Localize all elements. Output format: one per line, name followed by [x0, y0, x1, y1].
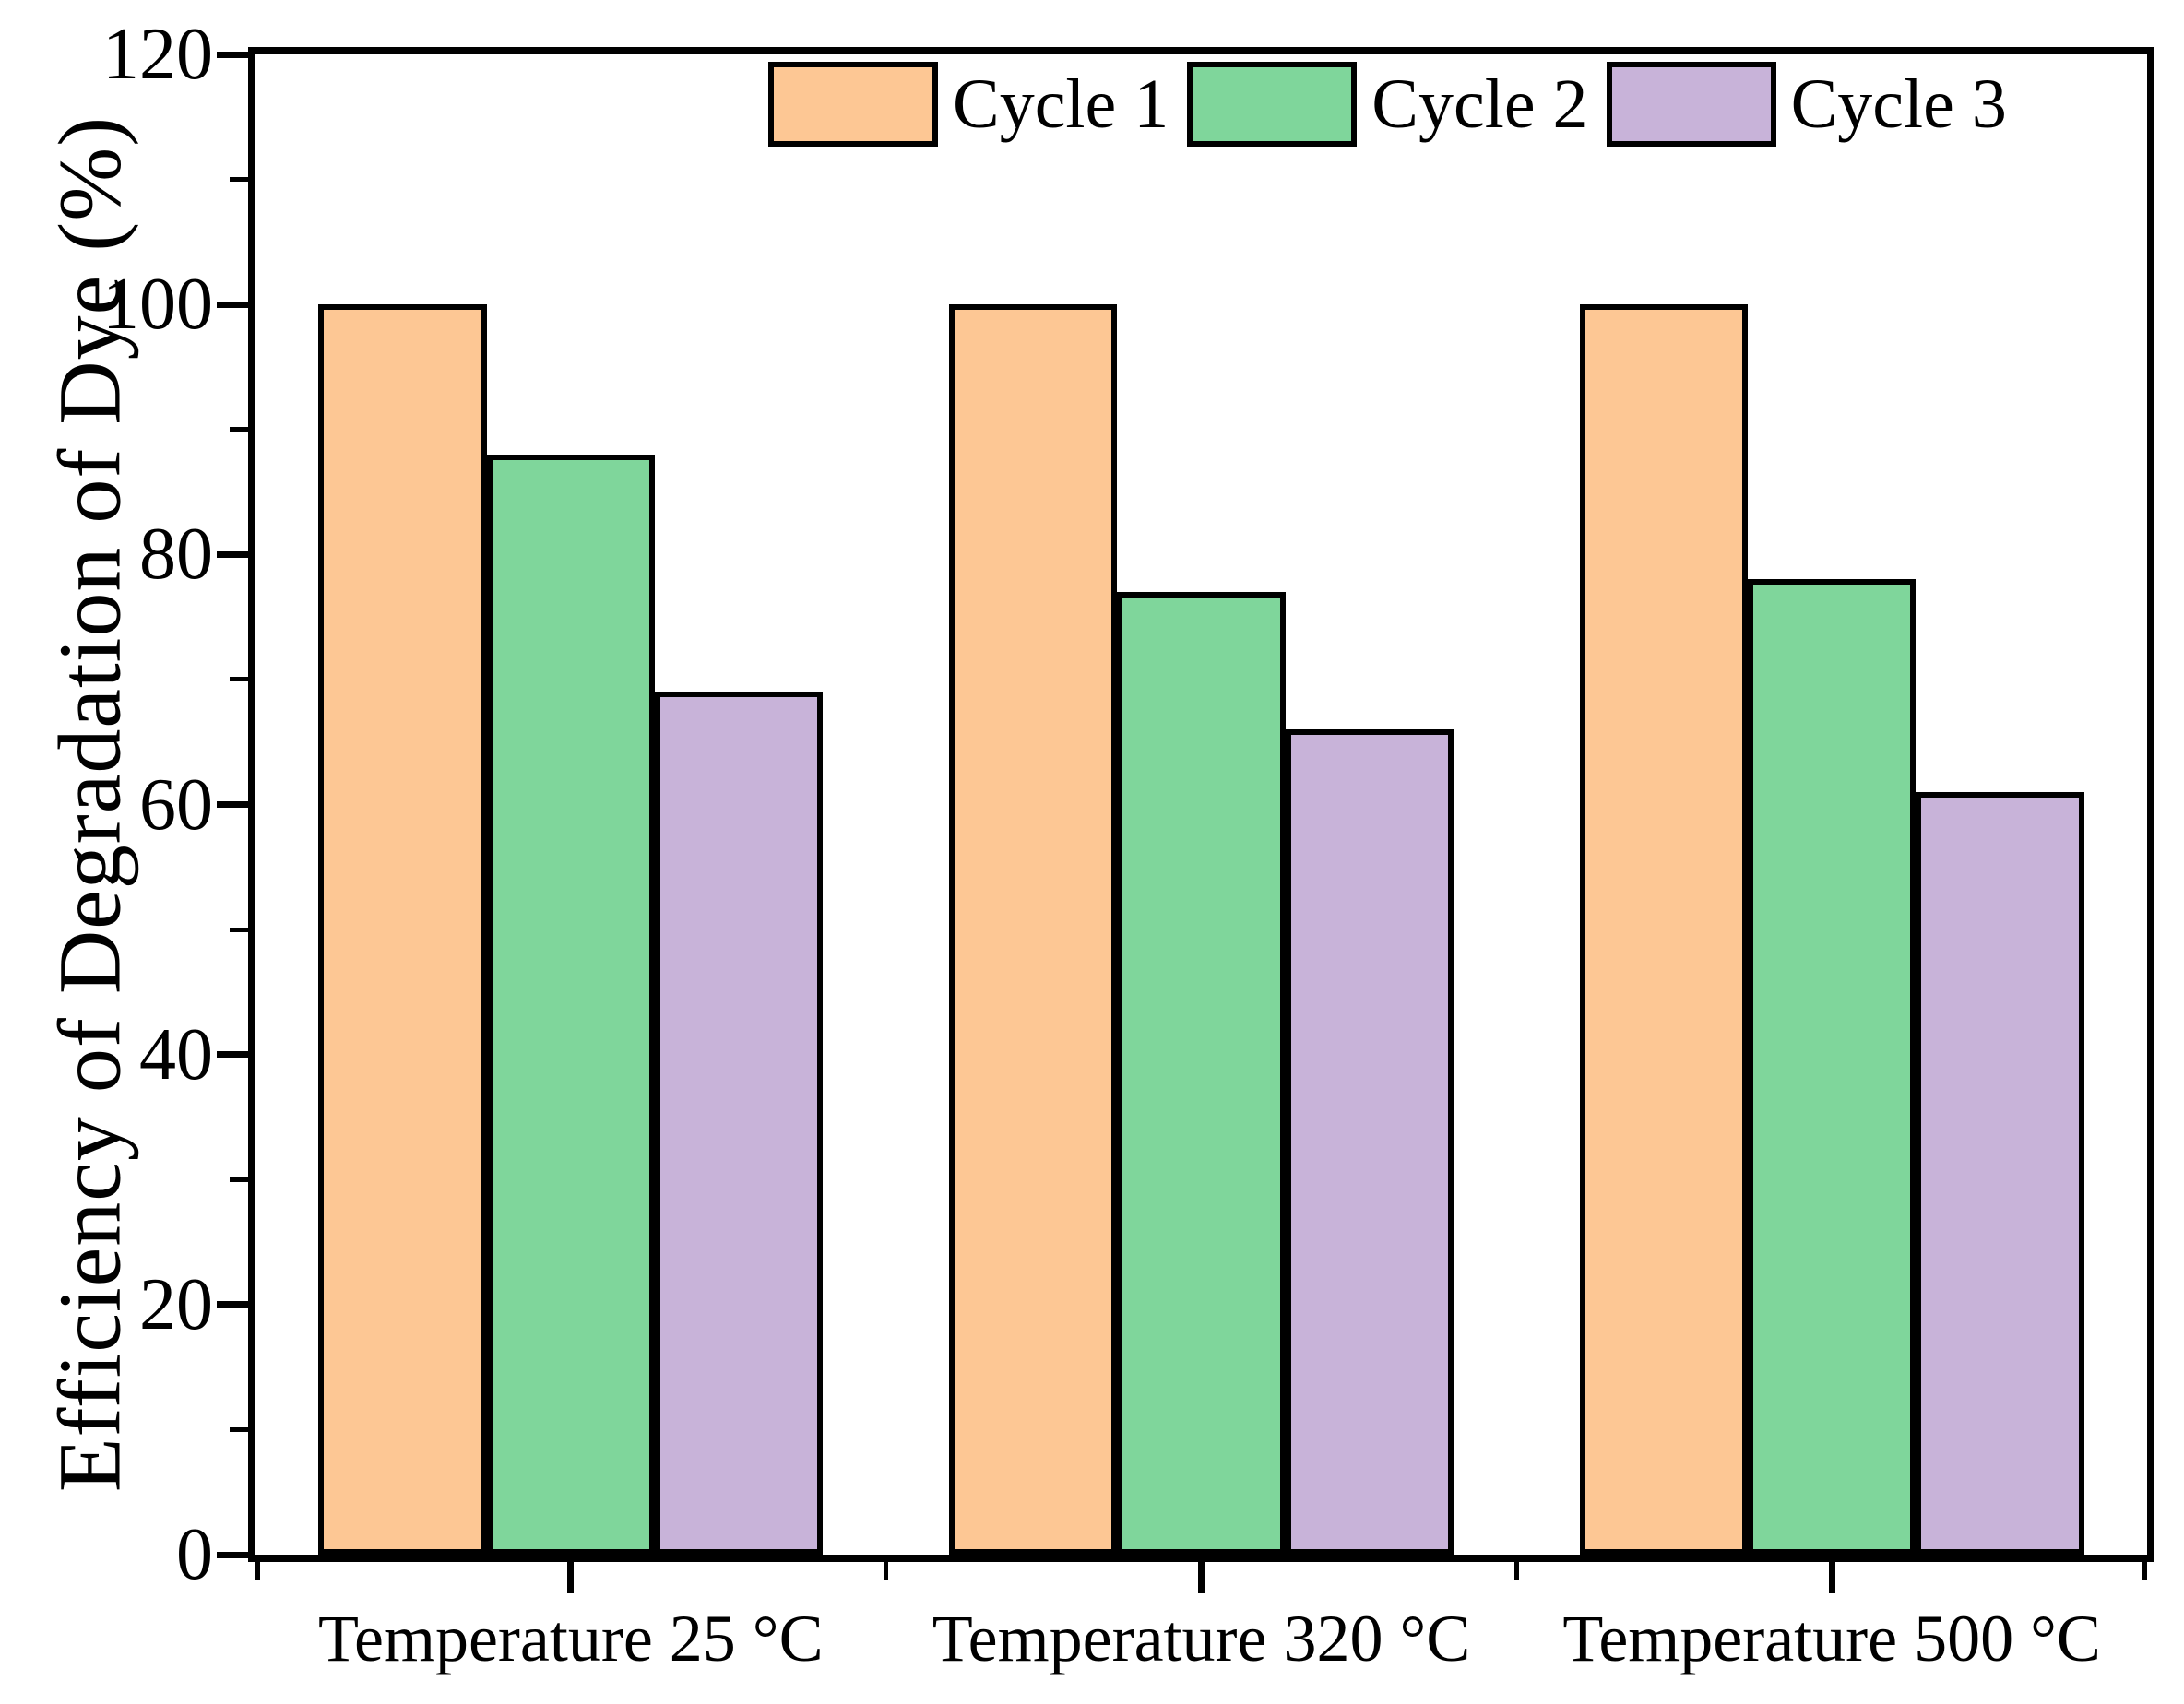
y-axis-minor-tick	[230, 677, 248, 682]
y-axis-major-tick	[217, 51, 248, 58]
bar-cycle-1-temperature-25-c	[318, 304, 487, 1555]
y-axis-minor-tick	[230, 177, 248, 183]
x-axis-minor-tick	[255, 1562, 260, 1580]
y-axis-tick-label: 60	[139, 763, 213, 846]
legend-label-cycle-1: Cycle 1	[953, 65, 1169, 143]
legend-swatch-cycle-1	[768, 62, 938, 147]
x-axis-minor-tick	[1513, 1562, 1519, 1580]
y-axis-tick-label: 80	[139, 514, 213, 596]
y-axis-major-tick	[217, 301, 248, 308]
x-axis-category-label: Temperature 320 °C	[932, 1602, 1471, 1675]
y-axis-major-tick	[217, 1301, 248, 1308]
y-axis-tick-label: 20	[139, 1263, 213, 1345]
bar-cycle-2-temperature-320-c	[1117, 592, 1286, 1555]
legend-item-cycle-3: Cycle 3	[1606, 62, 2007, 147]
bar-cycle-1-temperature-320-c	[949, 304, 1118, 1555]
y-axis-tick-label: 120	[102, 14, 213, 95]
y-axis-major-tick	[217, 550, 248, 558]
x-axis-category-label: Temperature 500 °C	[1562, 1602, 2101, 1675]
y-axis-major-tick	[217, 1551, 248, 1558]
bar-cycle-2-temperature-25-c	[486, 454, 655, 1555]
y-axis-minor-tick	[230, 1177, 248, 1182]
bar-cycle-1-temperature-500-c	[1579, 304, 1748, 1555]
bar-cycle-2-temperature-500-c	[1748, 579, 1917, 1555]
legend-item-cycle-2: Cycle 2	[1187, 62, 1588, 147]
legend-swatch-cycle-2	[1187, 62, 1358, 147]
x-axis-major-tick	[567, 1562, 575, 1593]
legend-label-cycle-2: Cycle 2	[1371, 65, 1588, 143]
x-axis-category-label: Temperature 25 °C	[318, 1602, 824, 1675]
x-axis-minor-tick	[2142, 1562, 2147, 1580]
y-axis-tick-label: 100	[102, 264, 213, 346]
y-axis-minor-tick	[230, 427, 248, 432]
x-axis-major-tick	[1198, 1562, 1205, 1593]
y-axis-tick-label: 0	[176, 1514, 213, 1595]
legend: Cycle 1 Cycle 2 Cycle 3	[768, 62, 2025, 147]
bars-layer	[255, 54, 2147, 1555]
x-axis-minor-tick	[884, 1562, 889, 1580]
plot-area: Cycle 1 Cycle 2 Cycle 3 0 20 40 60 80 100 120 Tem…	[102, 18, 2154, 1675]
legend-label-cycle-3: Cycle 3	[1790, 65, 2007, 143]
y-axis-tick-label: 40	[139, 1013, 213, 1095]
legend-swatch-cycle-3	[1606, 62, 1776, 147]
y-axis-major-tick	[217, 1051, 248, 1059]
x-axis-major-tick	[1828, 1562, 1835, 1593]
bar-cycle-3-temperature-320-c	[1285, 729, 1454, 1555]
legend-item-cycle-1: Cycle 1	[768, 62, 1169, 147]
bar-cycle-3-temperature-25-c	[654, 692, 824, 1555]
y-axis-minor-tick	[230, 927, 248, 932]
y-axis-major-tick	[217, 801, 248, 808]
y-axis-minor-tick	[230, 1426, 248, 1432]
bar-cycle-3-temperature-500-c	[1916, 791, 2084, 1555]
